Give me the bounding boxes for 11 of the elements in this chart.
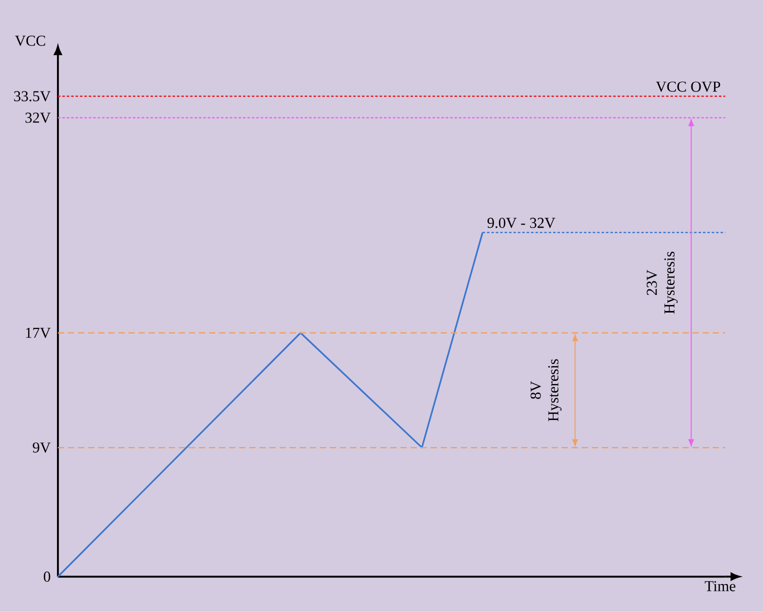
y-tick-label: 17V (26, 328, 51, 338)
y-tick-label: 9V (32, 442, 51, 453)
y-tick-label: 32V (25, 112, 51, 123)
y-axis-title: VCC (15, 36, 46, 46)
annotation: 8V Hysteresis (530, 359, 562, 422)
y-tick-label: 33.5V (14, 91, 51, 102)
ref-line-label: 9.0V - 32V (488, 218, 556, 228)
ref-line-label: VCC OVP (656, 82, 720, 92)
x-axis-title: Time (704, 581, 736, 592)
y-tick-label: 0 (44, 572, 50, 582)
annotation: 23V Hysteresis (646, 252, 678, 314)
